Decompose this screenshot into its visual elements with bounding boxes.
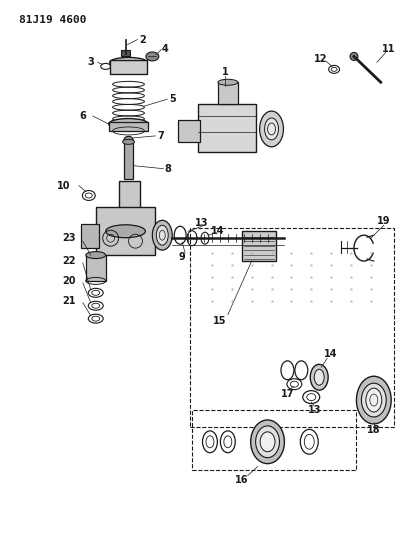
Text: 13: 13 [307, 405, 320, 415]
Ellipse shape [259, 111, 283, 147]
Bar [96, 207, 155, 255]
Text: 12: 12 [313, 54, 327, 64]
Ellipse shape [255, 426, 279, 458]
Text: 7: 7 [157, 131, 163, 141]
Text: 11: 11 [381, 44, 394, 54]
Bar [118, 181, 140, 228]
Text: 2: 2 [139, 35, 145, 45]
Text: 19: 19 [376, 216, 390, 227]
Ellipse shape [152, 220, 172, 250]
Text: 23: 23 [62, 233, 75, 243]
Text: 6: 6 [79, 111, 86, 121]
Ellipse shape [105, 225, 145, 238]
Ellipse shape [260, 432, 274, 452]
Ellipse shape [109, 58, 147, 67]
Text: 16: 16 [234, 474, 248, 484]
Text: 9: 9 [178, 252, 185, 262]
Ellipse shape [360, 383, 385, 417]
Text: 14: 14 [211, 226, 224, 236]
Text: 4: 4 [162, 44, 168, 54]
Bar [198, 104, 255, 152]
Ellipse shape [250, 420, 284, 464]
Text: 8: 8 [164, 164, 171, 174]
Bar [217, 82, 237, 104]
Ellipse shape [264, 118, 278, 140]
Text: 5: 5 [168, 94, 175, 104]
Text: 15: 15 [213, 316, 226, 326]
Bar [192, 410, 355, 470]
Ellipse shape [365, 388, 381, 412]
Bar [120, 51, 130, 56]
Text: 22: 22 [62, 256, 75, 266]
Ellipse shape [156, 225, 168, 245]
Ellipse shape [85, 252, 105, 259]
Bar [123, 142, 133, 179]
Ellipse shape [124, 136, 133, 143]
Text: 20: 20 [62, 276, 75, 286]
Bar [241, 231, 275, 261]
Bar [85, 255, 105, 281]
Bar [190, 228, 393, 427]
Bar [81, 224, 98, 248]
Ellipse shape [145, 52, 158, 61]
Text: 81J19 4600: 81J19 4600 [19, 15, 87, 25]
Ellipse shape [313, 369, 323, 385]
Ellipse shape [122, 139, 134, 144]
Text: 17: 17 [280, 389, 294, 399]
Text: 14: 14 [324, 350, 337, 359]
Text: 21: 21 [62, 296, 75, 306]
Text: 3: 3 [87, 58, 94, 67]
Text: 13: 13 [195, 219, 208, 228]
Circle shape [349, 52, 357, 60]
Ellipse shape [217, 79, 237, 85]
Text: 18: 18 [366, 425, 380, 435]
Text: 1: 1 [221, 67, 228, 77]
Ellipse shape [356, 376, 390, 424]
Bar [178, 120, 200, 142]
Text: 10: 10 [57, 181, 70, 191]
Bar [109, 122, 148, 131]
Ellipse shape [309, 365, 327, 390]
Ellipse shape [109, 118, 148, 130]
Bar [109, 60, 147, 74]
